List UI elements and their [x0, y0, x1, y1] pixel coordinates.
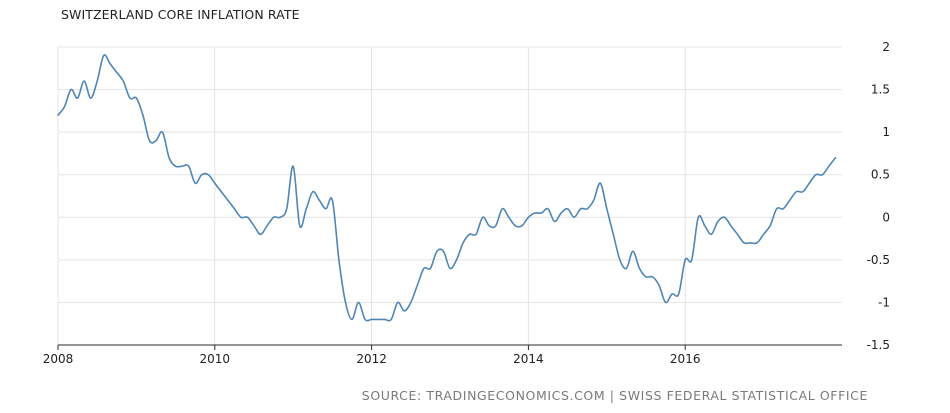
y-tick-label: 2	[882, 40, 890, 54]
x-tick-label: 2014	[513, 352, 544, 366]
x-axis-ticks: 2008 2010 2012 2014 2016	[43, 352, 701, 366]
source-attribution: SOURCE: TRADINGECONOMICS.COM | SWISS FED…	[361, 388, 868, 403]
y-tick-label: -1.5	[867, 338, 890, 352]
y-tick-label: -1	[878, 295, 890, 309]
x-tick-label: 2010	[200, 352, 231, 366]
series-line	[57, 54, 837, 322]
x-tick-label: 2016	[670, 352, 701, 366]
chart-title: SWITZERLAND CORE INFLATION RATE	[61, 7, 300, 22]
y-tick-label: 1.5	[871, 83, 890, 97]
series-layer	[57, 54, 837, 322]
y-axis-ticks: 2 1.5 1 0.5 0 -0.5 -1 -1.5	[867, 40, 890, 352]
y-tick-label: -0.5	[867, 253, 890, 267]
y-tick-label: 1	[882, 125, 890, 139]
grid-lines	[57, 46, 842, 345]
y-tick-label: 0.5	[871, 168, 890, 182]
x-tick-label: 2012	[356, 352, 387, 366]
y-tick-label: 0	[882, 210, 890, 224]
x-axis	[57, 344, 842, 350]
x-tick-label: 2008	[43, 352, 74, 366]
